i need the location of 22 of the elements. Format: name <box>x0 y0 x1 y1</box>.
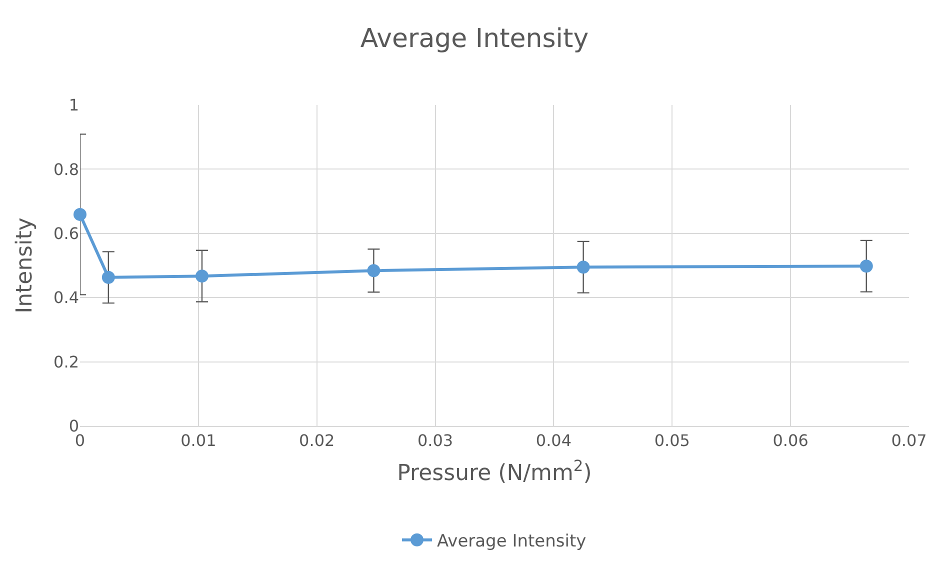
y-tick-label: 0.8 <box>54 160 79 179</box>
x-tick-label: 0.05 <box>654 431 690 450</box>
point <box>195 270 208 283</box>
x-tick-label: 0.01 <box>180 431 216 450</box>
x-axis-title: Pressure (N/mm$^{2}$) <box>397 456 592 486</box>
legend-label: Average Intensity <box>437 531 586 552</box>
y-tick-label: 0.6 <box>54 224 79 243</box>
y-tick-label: 1 <box>68 96 79 115</box>
x-tick-label: 0.02 <box>299 431 335 450</box>
point <box>102 270 115 284</box>
x-tick-label: 0.06 <box>772 431 808 450</box>
point <box>367 264 380 278</box>
y-tick-label: 0.2 <box>54 352 79 372</box>
x-tick-label: 0.04 <box>536 431 572 450</box>
x-tick-label: 0.03 <box>417 431 454 450</box>
point <box>74 208 86 221</box>
point <box>576 260 590 274</box>
chart-title: Average Intensity <box>360 24 589 54</box>
y-axis-title: Intensity <box>12 218 38 314</box>
x-tick-label: 0.07 <box>891 431 927 450</box>
y-tick-label: 0.4 <box>54 288 79 308</box>
point <box>860 260 873 273</box>
